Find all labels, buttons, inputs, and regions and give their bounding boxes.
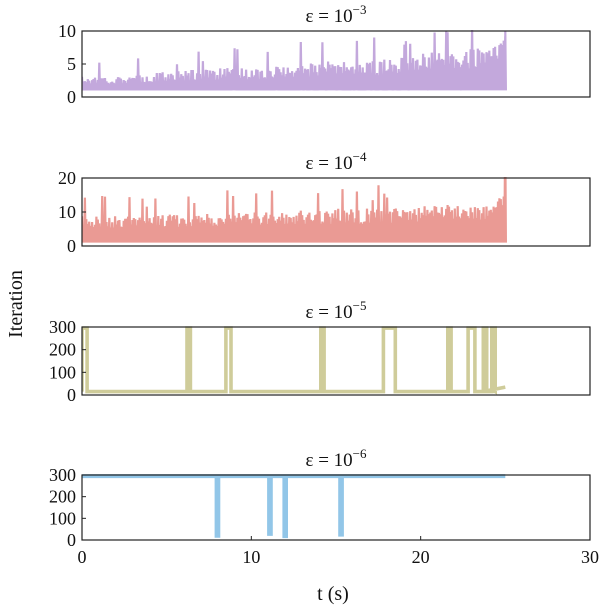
panel-title-base: ε = 10 xyxy=(305,153,352,174)
series-group xyxy=(82,326,506,395)
panel-2: ε = 10−4 0 10 20 xyxy=(58,149,591,256)
panel-title: ε = 10−5 xyxy=(305,298,366,323)
panel-title-base: ε = 10 xyxy=(305,302,352,323)
panel-title: ε = 10−4 xyxy=(305,149,367,174)
y-tick-label: 0 xyxy=(67,530,76,550)
y-tick-label: 100 xyxy=(49,508,76,528)
y-tick-label: 0 xyxy=(67,385,76,405)
series-line xyxy=(82,30,507,91)
series-group xyxy=(82,474,506,539)
y-tick-label: 100 xyxy=(49,362,76,382)
panel-title: ε = 10−6 xyxy=(305,446,367,471)
y-tick-label: 300 xyxy=(49,317,76,337)
y-tick-label: 200 xyxy=(49,487,76,507)
panel-title-base: ε = 10 xyxy=(305,450,352,471)
y-tick-label: 0 xyxy=(67,236,76,256)
x-tick-label: 0 xyxy=(78,547,87,567)
panel-title-exponent: −6 xyxy=(353,446,367,461)
series-line xyxy=(82,326,506,395)
y-axis-label: Iteration xyxy=(5,270,27,338)
y-tick-label: 5 xyxy=(67,54,76,74)
x-axis-label: t (s) xyxy=(317,583,349,605)
x-tick-label: 10 xyxy=(242,547,260,567)
series-line xyxy=(82,474,506,539)
y-tick-label: 10 xyxy=(58,21,76,41)
series-group xyxy=(82,30,507,91)
x-tick-label: 20 xyxy=(412,547,430,567)
y-tick-label: 200 xyxy=(49,340,76,360)
series-group xyxy=(82,177,507,243)
y-tick-label: 10 xyxy=(58,202,76,222)
panel-title-exponent: −3 xyxy=(353,2,367,17)
x-tick-label: 30 xyxy=(581,547,599,567)
panel-title-exponent: −4 xyxy=(353,149,367,164)
y-tick-label: 0 xyxy=(67,87,76,107)
y-tick-label: 20 xyxy=(58,168,76,188)
panel-1: ε = 10−3 0 5 10 xyxy=(58,2,591,107)
y-tick-label: 300 xyxy=(49,465,76,485)
panel-frame xyxy=(81,474,591,541)
panel-title: ε = 10−3 xyxy=(305,2,366,27)
panel-title-exponent: −5 xyxy=(353,298,367,313)
panel-title-base: ε = 10 xyxy=(305,6,352,27)
panel-frame xyxy=(81,326,591,396)
x-axis: 0 10 20 30 xyxy=(78,536,599,567)
series-line xyxy=(82,177,507,243)
